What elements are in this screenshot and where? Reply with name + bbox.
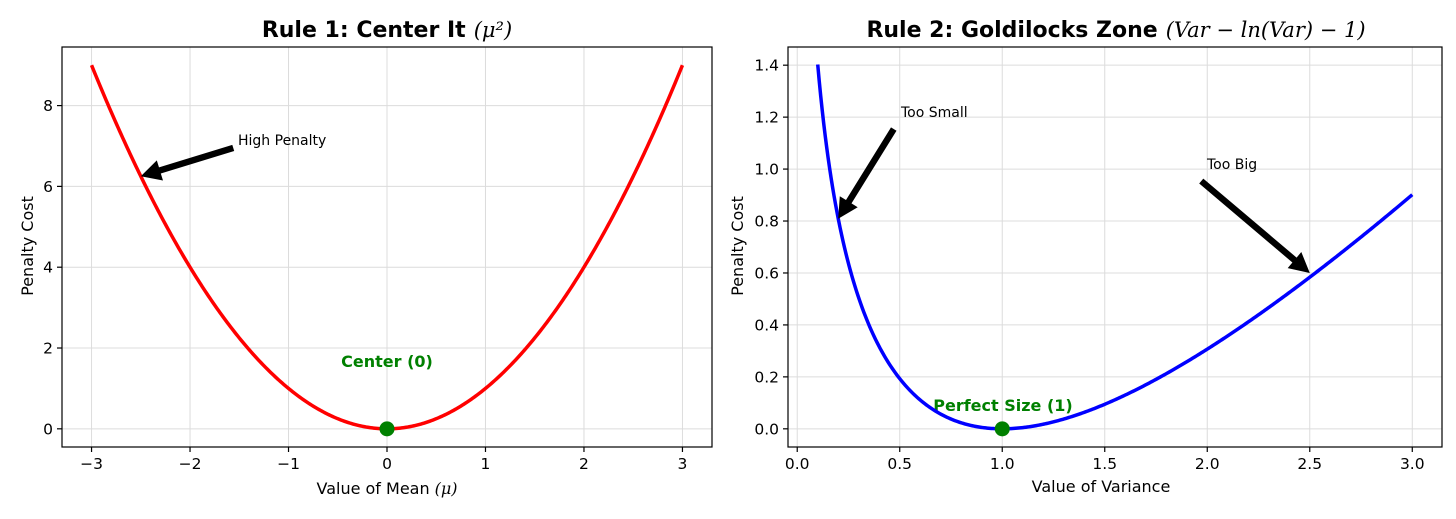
x-tick-label: −3 (80, 455, 103, 473)
x-tick-label: 1 (481, 455, 491, 473)
x-tick-label: 2.0 (1195, 455, 1220, 473)
y-tick-label: 1.2 (754, 109, 779, 127)
y-tick-label: 6 (43, 178, 53, 196)
y-tick-label: 8 (43, 97, 53, 115)
y-axis-label: Penalty Cost (728, 196, 747, 296)
y-tick-label: 2 (43, 340, 53, 358)
x-tick-label: 0 (382, 455, 392, 473)
x-axis-label: Value of Mean (μ) (316, 479, 457, 498)
x-tick-label: −1 (277, 455, 300, 473)
grid (788, 47, 1442, 447)
chart-title: Rule 1: Center It (μ²) (262, 18, 512, 43)
y-tick-label: 1.0 (754, 161, 779, 179)
annotation-arrow (140, 144, 235, 181)
y-tick-label: 1.4 (754, 57, 779, 75)
annotation-high-penalty: High Penalty (238, 133, 326, 149)
annotation-arrow (1199, 178, 1310, 273)
x-tick-label: 0.0 (785, 455, 810, 473)
y-tick-label: 0.8 (754, 213, 779, 231)
y-tick-label: 0.4 (754, 316, 779, 334)
y-tick-label: 0.0 (754, 420, 779, 438)
y-tick-label: 0 (43, 420, 53, 438)
annotation-arrow (838, 127, 897, 219)
minimum-point-marker (994, 421, 1010, 437)
x-axis-label: Value of Variance (1032, 477, 1171, 496)
chart-title: Rule 2: Goldilocks Zone (Var − ln(Var) − … (866, 18, 1365, 43)
x-tick-label: 0.5 (887, 455, 912, 473)
marker-label-perfect-size: Perfect Size (1) (933, 396, 1072, 415)
y-tick-label: 0.6 (754, 264, 779, 282)
plot-frame (787, 46, 1443, 448)
x-tick-label: 2 (579, 455, 589, 473)
annotation-too-big: Too Big (1206, 157, 1257, 173)
x-tick-label: −2 (179, 455, 202, 473)
minimum-point-marker (379, 421, 395, 437)
y-axis-label: Penalty Cost (18, 196, 37, 296)
y-tick-label: 0.2 (754, 368, 779, 386)
x-tick-label: 3 (678, 455, 688, 473)
x-tick-label: 2.5 (1297, 455, 1322, 473)
grid (62, 47, 712, 447)
marker-label-center: Center (0) (341, 352, 433, 371)
chart-panel-center-it: Rule 1: Center It (μ²) Value of Mean (μ) P… (18, 18, 713, 498)
x-tick-label: 3.0 (1400, 455, 1425, 473)
y-tick-label: 4 (43, 259, 53, 277)
x-tick-label: 1.5 (1092, 455, 1117, 473)
x-tick-label: 1.0 (990, 455, 1015, 473)
annotation-too-small: Too Small (900, 105, 968, 121)
chart-panel-goldilocks-zone: Rule 2: Goldilocks Zone (Var − ln(Var) − … (728, 18, 1443, 496)
series-line (815, 64, 1414, 431)
